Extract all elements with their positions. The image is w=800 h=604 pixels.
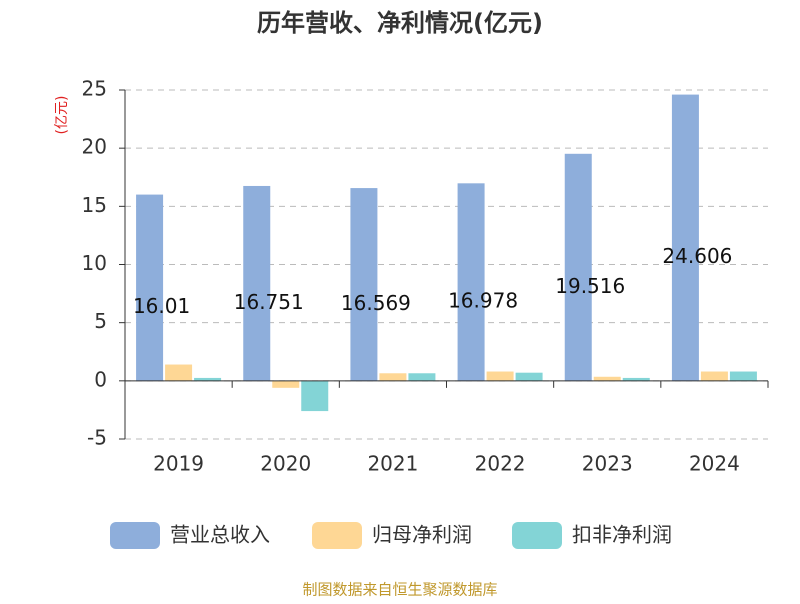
bar [622,377,650,381]
x-tick-label: 2021 [367,451,418,475]
data-label: 24.606 [662,244,732,268]
y-tick-label: 0 [94,367,107,391]
chart-title: 历年营收、净利情况(亿元) [257,9,543,37]
y-axis-label: (亿元) [54,96,70,135]
bar [272,380,300,388]
y-tick-label: -5 [87,426,107,450]
source-note: 制图数据来自恒生聚源数据库 [302,581,497,599]
data-label: 16.569 [341,291,411,315]
data-label: 16.01 [133,294,190,318]
bar [243,185,271,381]
bar [593,376,621,381]
legend-label: 营业总收入 [170,523,270,547]
bar [486,371,514,381]
bar [515,372,543,381]
x-tick-label: 2023 [582,451,633,475]
legend-swatch [512,522,562,549]
y-tick-label: 10 [82,251,107,275]
y-tick-label: 5 [94,309,107,333]
bar [136,194,164,381]
y-tick-label: 20 [82,135,107,159]
bar [408,373,436,381]
bar [379,373,407,381]
x-tick-label: 2020 [260,451,311,475]
legend-label: 扣非净利润 [572,523,672,547]
x-tick-label: 2022 [475,451,526,475]
data-label: 19.516 [555,274,625,298]
bar [729,371,757,381]
legend-swatch [110,522,160,549]
bar [457,183,485,381]
bar [301,380,329,412]
y-tick-label: 25 [82,77,107,101]
x-tick-label: 2019 [153,451,204,475]
x-tick-label: 2024 [689,451,740,475]
legend-swatch [312,522,362,549]
bar [671,94,699,381]
y-tick-label: 15 [82,193,107,217]
data-label: 16.751 [234,290,304,314]
data-label: 16.978 [448,289,518,313]
bar [564,153,592,381]
bar [194,377,222,381]
legend-label: 归母净利润 [372,523,472,547]
bar [165,364,193,381]
bar [350,188,378,381]
bar [700,371,728,381]
